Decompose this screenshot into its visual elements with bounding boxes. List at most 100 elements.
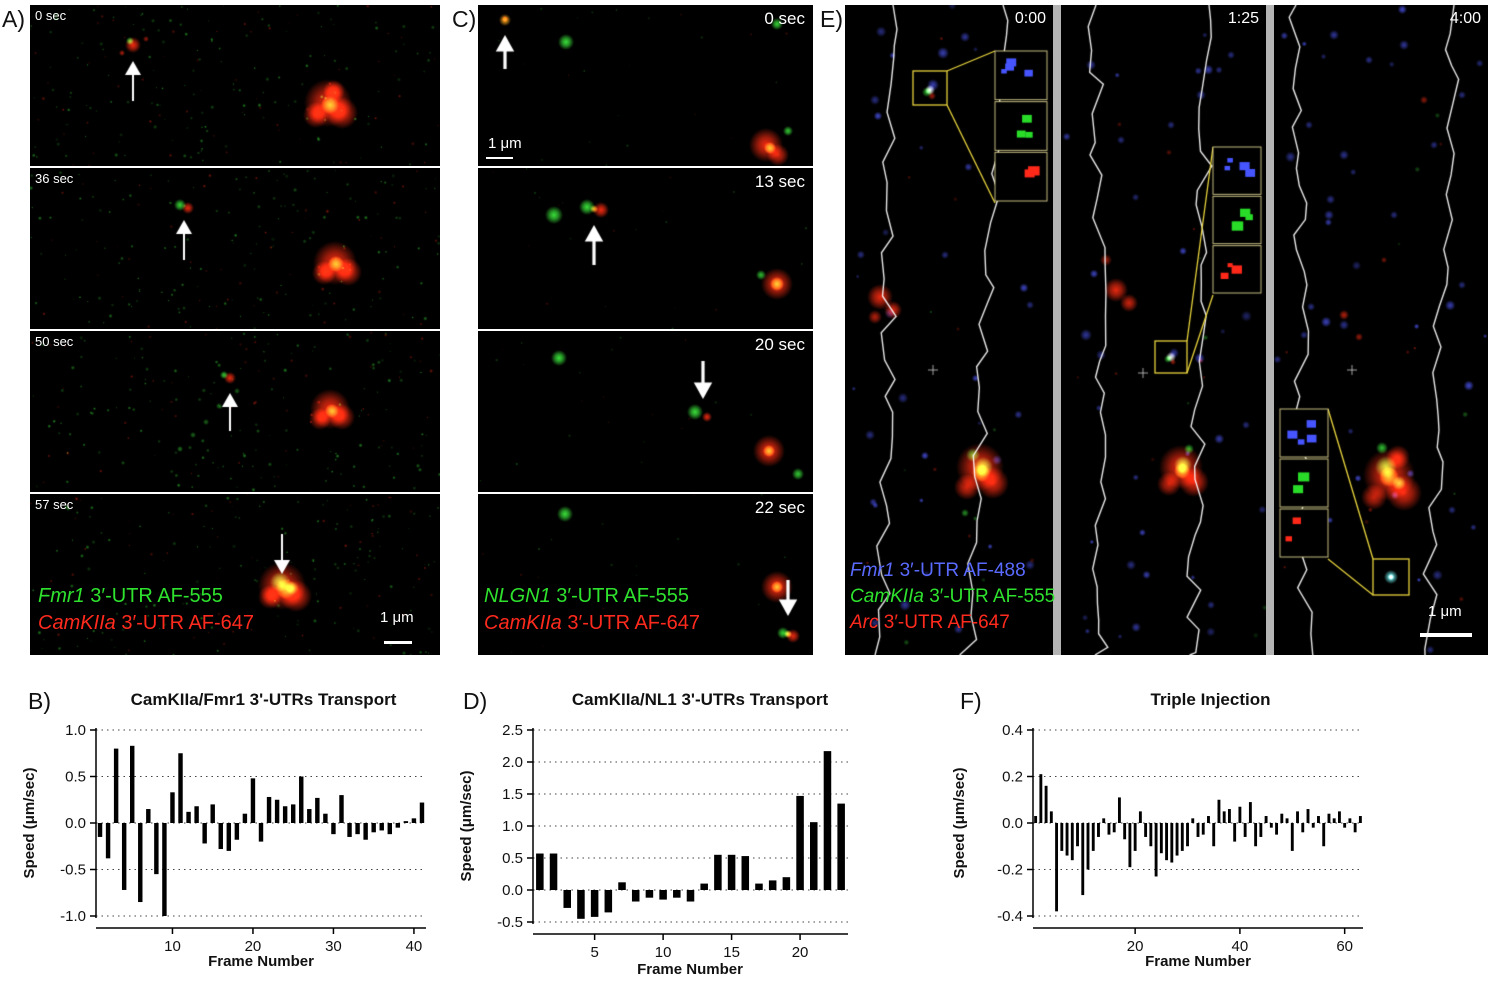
svg-text:10: 10 [164, 938, 181, 955]
scale-bar-label: 1 μm [1428, 603, 1462, 620]
timestamp-label: 0 sec [764, 9, 805, 28]
legend-line: Fmr1 3′-UTR AF-555 [38, 583, 254, 610]
x-axis-label: Frame Number [208, 953, 314, 970]
micrograph-c-frame-1: 0 sec [478, 5, 813, 166]
micrograph-e-frame-3: 4:00 1 μm [1274, 5, 1488, 655]
timestamp-label: 20 sec [754, 335, 805, 354]
gene-name: NLGN1 [484, 585, 551, 607]
legend-text: 3′-UTR AF-647 [115, 612, 255, 634]
panel-d-label: D) [463, 688, 488, 714]
micrograph-a-frame-4: 57 sec [30, 494, 440, 655]
chart-f-plot: 0.4 0.2 0.0 -0.2 -0.4 20 40 60 Speed (μm/sec) F… [951, 722, 1363, 970]
svg-text:10: 10 [655, 944, 672, 961]
svg-text:0.5: 0.5 [502, 850, 523, 867]
svg-text:20: 20 [792, 944, 809, 961]
legend-text: 3′-UTR AF-647 [878, 612, 1010, 633]
svg-text:-0.5: -0.5 [60, 862, 86, 879]
svg-text:60: 60 [1336, 938, 1353, 955]
micrograph-e-frame-2: 1:25 [1061, 5, 1266, 655]
timestamp-label: 4:00 [1449, 10, 1481, 27]
micrograph-canvas [1061, 5, 1266, 655]
chart-f-title: Triple Injection [1150, 690, 1271, 709]
legend-text: 3′-UTR AF-555 [550, 585, 689, 607]
timestamp-label: 22 sec [754, 498, 805, 517]
micrograph-canvas [478, 5, 813, 166]
y-axis-label: Speed (μm/sec) [951, 768, 968, 879]
x-axis-label: Frame Number [637, 961, 743, 978]
timestamp-label: 36 sec [35, 171, 74, 186]
svg-text:0.5: 0.5 [65, 769, 86, 786]
micrograph-c-frame-4: 22 sec [478, 494, 813, 655]
timestamp-label: 1:25 [1227, 10, 1259, 27]
gene-name: Fmr1 [850, 560, 895, 581]
scale-bar [486, 157, 513, 159]
panel-f-label: F) [960, 688, 982, 714]
timestamp-label: 13 sec [754, 172, 805, 191]
micrograph-canvas [30, 331, 440, 492]
micrograph-a-frame-3: 50 sec [30, 331, 440, 492]
micrograph-canvas [1274, 5, 1488, 655]
svg-text:1.5: 1.5 [502, 786, 523, 803]
panel-a-label: A) [2, 6, 25, 32]
legend-text: 3′-UTR AF-555 [84, 585, 223, 607]
svg-text:2.0: 2.0 [502, 754, 523, 771]
micrograph-canvas [30, 494, 440, 655]
svg-text:0.0: 0.0 [502, 882, 523, 899]
y-axis-label: Speed (μm/sec) [458, 771, 475, 882]
svg-text:0.2: 0.2 [1002, 769, 1023, 786]
chart-d-plot: 2.5 2.0 1.5 1.0 0.5 0.0 -0.5 5 10 15 20 Speed (μm/… [458, 722, 848, 978]
panel-a-legend: Fmr1 3′-UTR AF-555 CamKIIa 3′-UTR AF-647 [38, 583, 254, 637]
micrograph-canvas [478, 494, 813, 655]
chart-d: D) CamKIIa/NL1 3'-UTRs Transport 2.5 2.0 1… [455, 686, 885, 992]
chart-f: F) Triple Injection 0.4 0.2 0.0 -0.2 -0.4 20 4… [948, 686, 1393, 992]
panel-c-label: C) [452, 6, 477, 32]
scale-bar [1420, 633, 1472, 637]
micrograph-canvas [845, 5, 1053, 655]
legend-line: CamKIIa 3′-UTR AF-647 [38, 610, 254, 637]
svg-text:0.4: 0.4 [1002, 722, 1023, 739]
timestamp-label: 57 sec [35, 497, 74, 512]
micrograph-canvas [30, 5, 440, 166]
gene-name: CamKIIa [38, 612, 116, 634]
timestamp-label: 0 sec [35, 8, 67, 23]
timestamp-label: 50 sec [35, 334, 74, 349]
panel-c-legend: NLGN1 3′-UTR AF-555 CamKIIa 3′-UTR AF-64… [484, 583, 700, 637]
svg-text:1.0: 1.0 [65, 722, 86, 739]
legend-line: Arc 3′-UTR AF-647 [850, 610, 1055, 636]
svg-text:5: 5 [590, 944, 598, 961]
gene-name: CamKIIa [850, 586, 924, 607]
y-axis-label: Speed (μm/sec) [21, 768, 38, 879]
scale-bar-label: 1 μm [380, 609, 414, 626]
svg-text:1.0: 1.0 [502, 818, 523, 835]
legend-line: CamKIIa 3′-UTR AF-647 [484, 610, 700, 637]
svg-text:0.0: 0.0 [1002, 815, 1023, 832]
micrograph-a-frame-2: 36 sec [30, 168, 440, 329]
chart-b-plot: 1.0 0.5 0.0 -0.5 -1.0 10 20 30 40 Speed (μm/sec)… [21, 722, 426, 970]
svg-text:40: 40 [1232, 938, 1249, 955]
svg-text:2.5: 2.5 [502, 722, 523, 739]
panel-c-micrographs: 0 sec 13 sec 20 sec 22 sec 1 μm NLGN1 3′… [478, 5, 813, 655]
legend-line: NLGN1 3′-UTR AF-555 [484, 583, 700, 610]
micrograph-e-frame-1: 0:00 [845, 5, 1053, 655]
svg-text:-0.5: -0.5 [497, 914, 523, 931]
micrograph-c-frame-3: 20 sec [478, 331, 813, 492]
svg-text:15: 15 [723, 944, 740, 961]
micrograph-c-frame-2: 13 sec [478, 168, 813, 329]
timestamp-label: 0:00 [1014, 10, 1046, 27]
micrograph-a-frame-1: 0 sec [30, 5, 440, 166]
chart-b-title: CamKIIa/Fmr1 3'-UTRs Transport [130, 690, 397, 709]
legend-line: Fmr1 3′-UTR AF-488 [850, 558, 1055, 584]
panel-e-label: E) [820, 6, 843, 32]
svg-text:-1.0: -1.0 [60, 908, 86, 925]
legend-text: 3′-UTR AF-488 [894, 560, 1026, 581]
panel-e-legend: Fmr1 3′-UTR AF-488 CamKIIa 3′-UTR AF-555… [850, 558, 1055, 636]
panel-divider [1266, 5, 1274, 655]
chart-b: B) CamKIIa/Fmr1 3'-UTRs Transport 1.0 0.5… [18, 686, 454, 992]
micrograph-canvas [478, 331, 813, 492]
micrograph-canvas [478, 168, 813, 329]
scale-bar [384, 641, 412, 644]
panel-a-micrographs: 0 sec 36 sec 50 sec 57 sec Fmr1 3′-UTR A… [30, 5, 440, 655]
svg-text:30: 30 [325, 938, 342, 955]
chart-d-title: CamKIIa/NL1 3'-UTRs Transport [571, 690, 829, 709]
gene-name: CamKIIa [484, 612, 562, 634]
